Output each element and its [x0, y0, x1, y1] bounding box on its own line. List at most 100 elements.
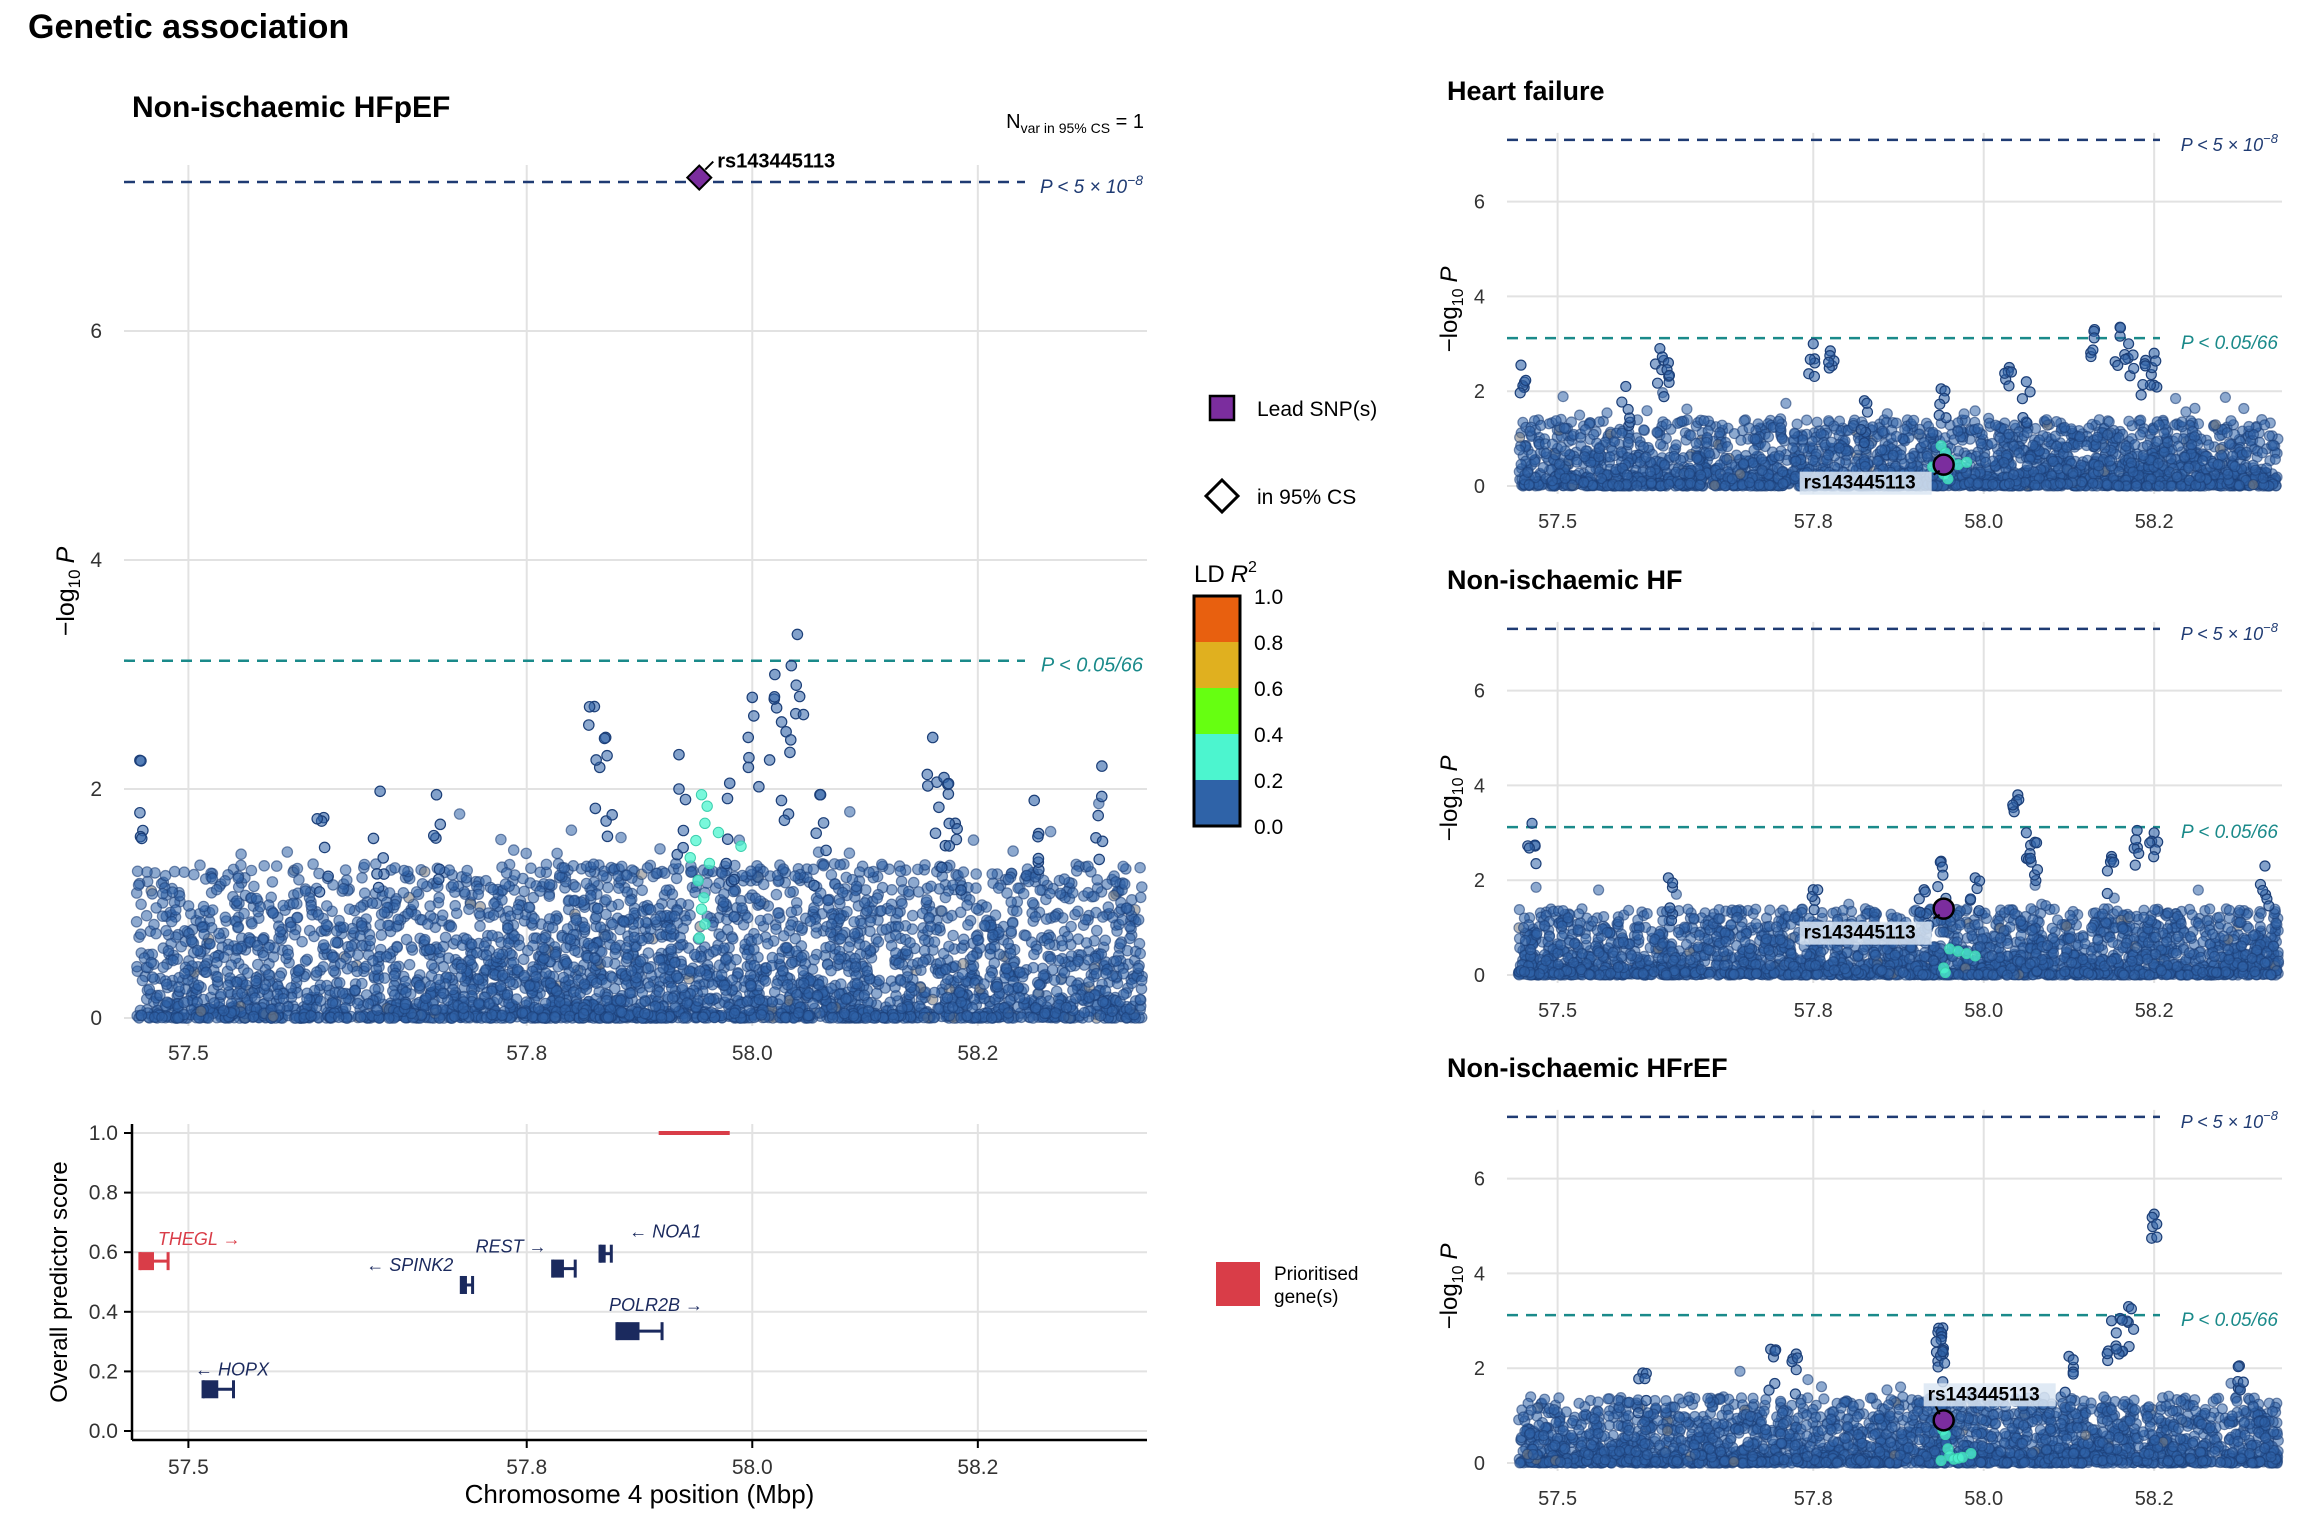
snp-point: [766, 951, 779, 964]
snp-point: [628, 931, 641, 944]
snp-point: [211, 971, 224, 983]
snp-point-ld: [699, 817, 711, 830]
snp-point: [967, 834, 980, 846]
snp-point: [494, 980, 507, 992]
snp-point: [743, 1004, 756, 1017]
snp-point: [1032, 852, 1045, 865]
snp-point: [329, 936, 342, 949]
y-tick-label: 2: [90, 778, 102, 801]
snp-point: [218, 951, 230, 964]
snp-point: [433, 863, 446, 876]
snp-point: [582, 719, 595, 731]
snp-point: [986, 868, 998, 880]
snp-point: [443, 864, 456, 876]
snp-point: [624, 894, 636, 907]
snp-point: [1013, 991, 1026, 1004]
snp-point: [339, 864, 352, 876]
snp-point: [807, 863, 820, 876]
snp-point: [449, 899, 461, 912]
snp-point: [1106, 1005, 1119, 1018]
y-axis-label: −log10P: [52, 546, 84, 636]
snp-point: [1046, 964, 1059, 976]
snp-point: [375, 929, 388, 941]
snp-point: [677, 841, 689, 854]
snp-point: [642, 947, 655, 959]
snp-point: [1067, 887, 1079, 899]
snp-point: [135, 832, 148, 845]
snp-point: [978, 919, 991, 932]
snp-point-ld: [701, 800, 713, 812]
snp-point: [942, 788, 955, 800]
snp-point: [1000, 962, 1013, 975]
snp-point: [955, 884, 967, 896]
snp-point: [310, 966, 323, 978]
snp-point: [1010, 905, 1023, 917]
snp-point: [339, 1002, 352, 1014]
snp-point: [1058, 873, 1071, 885]
snp-point: [1110, 955, 1123, 967]
snp-point: [936, 861, 948, 874]
snp-point: [864, 915, 876, 928]
snp-point: [156, 1011, 168, 1024]
snp-point: [219, 874, 231, 887]
snp-point: [391, 941, 403, 954]
snp-point: [487, 909, 500, 921]
snp-point: [817, 817, 830, 829]
snp-point: [718, 979, 731, 992]
snp-point: [248, 880, 260, 893]
snp-point: [267, 907, 279, 919]
snp-point: [288, 928, 301, 941]
snp-point: [461, 864, 473, 877]
snp-point: [840, 993, 852, 1005]
snp-point: [620, 869, 633, 881]
snp-point-ld: [690, 834, 702, 847]
snp-point: [957, 957, 970, 970]
snp-point: [961, 1009, 973, 1022]
snp-point: [537, 941, 550, 954]
snp-point: [170, 904, 182, 916]
snp-point: [817, 859, 830, 872]
snp-point: [1049, 1007, 1062, 1019]
x-tick-label: 58.0: [732, 1042, 773, 1065]
suggestive-label-bg: [1025, 646, 1149, 677]
snp-point: [160, 978, 173, 991]
snp-point: [638, 1007, 651, 1020]
snp-point: [745, 979, 757, 992]
snp-point: [601, 830, 614, 843]
snp-point: [785, 919, 797, 931]
snp-point: [194, 859, 206, 871]
snp-point: [688, 948, 701, 961]
snp-point: [433, 891, 445, 904]
snp-point: [282, 948, 295, 961]
snp-point: [219, 911, 232, 924]
snp-point: [918, 934, 931, 946]
snp-point-ld: [698, 892, 710, 904]
snp-point-ld: [695, 789, 708, 801]
snp-point: [1080, 937, 1093, 949]
snp-point: [942, 777, 955, 790]
snp-point: [1050, 985, 1063, 998]
snp-point: [1116, 914, 1128, 926]
snp-point: [420, 992, 432, 1004]
lead-snp-label-leader: [704, 160, 714, 171]
snp-point: [437, 987, 449, 1000]
snp-point: [988, 957, 1001, 969]
snp-point: [775, 794, 788, 807]
snp-point: [1099, 934, 1112, 947]
snp-point: [520, 847, 532, 860]
snp-point: [822, 894, 834, 907]
snp-point: [157, 887, 169, 900]
snp-point: [1007, 845, 1019, 857]
snp-point-ld: [695, 903, 708, 915]
snp-point: [1097, 996, 1109, 1008]
snp-point-peak: [746, 691, 759, 704]
snp-point: [311, 812, 324, 825]
snp-point: [530, 970, 542, 983]
y-tick-label: 6: [90, 320, 102, 343]
snp-point: [597, 869, 609, 882]
snp-point-peak: [430, 788, 443, 801]
snp-point: [602, 881, 614, 894]
snp-point: [336, 987, 349, 1000]
snp-point: [565, 824, 578, 836]
snp-point: [966, 950, 979, 962]
